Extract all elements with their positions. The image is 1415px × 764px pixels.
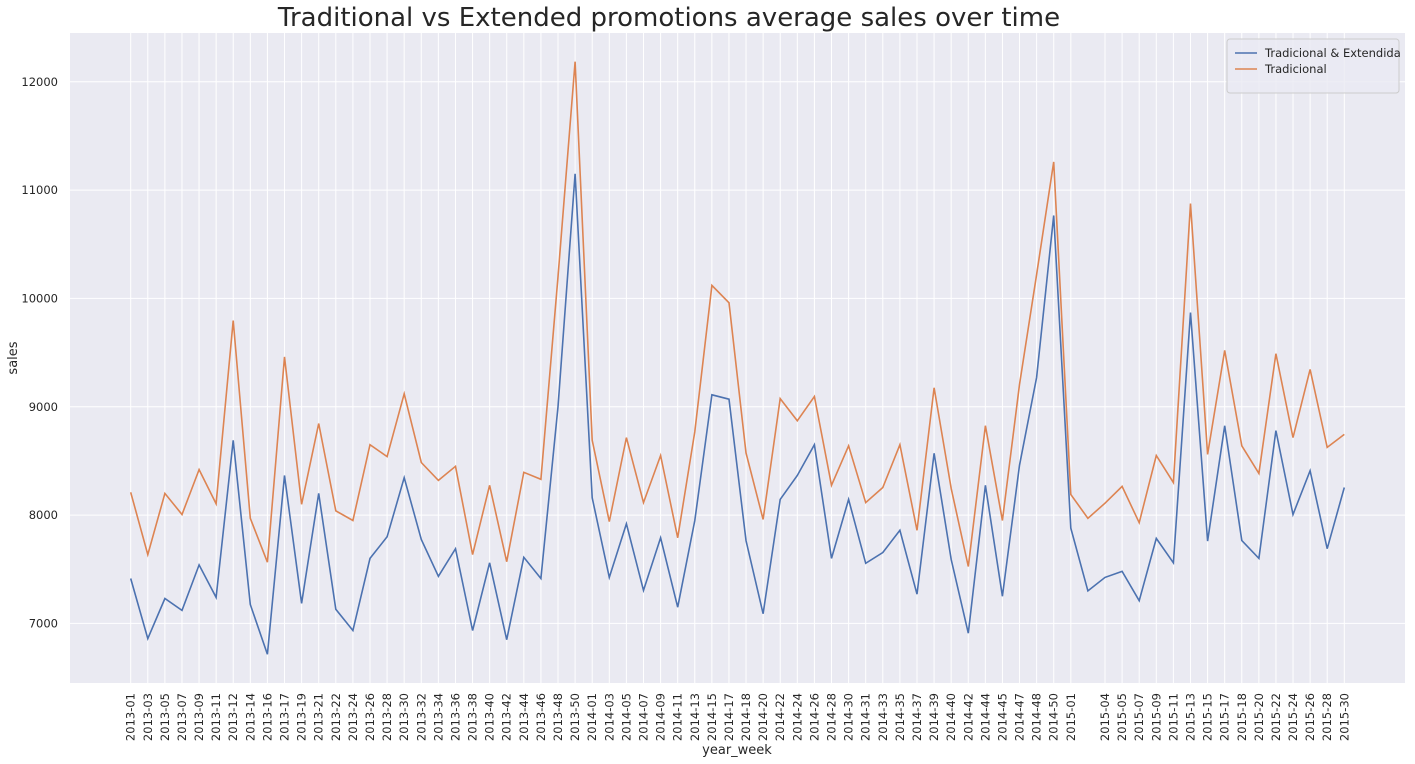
x-tick-label: 2014-33 <box>876 693 890 741</box>
x-tick-label: 2013-12 <box>226 693 240 741</box>
x-tick-label: 2014-40 <box>944 693 958 741</box>
x-tick-label: 2014-31 <box>859 693 873 741</box>
x-tick-label: 2013-50 <box>568 693 582 741</box>
x-tick-label: 2013-26 <box>363 693 377 741</box>
x-tick-label: 2015-18 <box>1235 693 1249 741</box>
x-tick-label: 2014-50 <box>1047 693 1061 741</box>
x-axis-label: year_week <box>702 743 772 758</box>
x-tick-label: 2014-48 <box>1030 693 1044 741</box>
y-tick-label: 10000 <box>21 291 58 305</box>
x-tick-label: 2013-17 <box>278 693 292 741</box>
x-tick-label: 2014-35 <box>893 693 907 741</box>
chart-title: Traditional vs Extended promotions avera… <box>277 3 1060 33</box>
x-tick-label: 2013-21 <box>312 693 326 741</box>
x-tick-label: 2013-40 <box>483 693 497 741</box>
x-tick-label: 2013-07 <box>175 693 189 741</box>
x-tick-label: 2013-32 <box>414 693 428 741</box>
x-tick-label: 2015-17 <box>1218 693 1232 741</box>
legend-box <box>1226 38 1400 94</box>
x-tick-label: 2013-19 <box>295 693 309 741</box>
x-tick-label: 2015-13 <box>1183 693 1197 741</box>
legend: Tradicional & Extendida Tradicional <box>1226 38 1401 94</box>
x-tick-label: 2013-46 <box>534 693 548 741</box>
y-tick-label: 8000 <box>29 508 58 522</box>
x-tick-label: 2013-44 <box>517 693 531 741</box>
series-line <box>129 173 1346 655</box>
x-tick-label: 2013-34 <box>431 693 445 741</box>
x-tick-label: 2014-39 <box>927 693 941 741</box>
x-tick-label: 2014-37 <box>910 693 924 741</box>
x-tick-label: 2014-28 <box>825 693 839 741</box>
y-axis-label: sales <box>6 341 21 374</box>
x-tick-label: 2015-30 <box>1337 693 1351 741</box>
x-tick-label: 2014-11 <box>671 693 685 741</box>
x-tick-label: 2015-26 <box>1303 693 1317 741</box>
x-tick-label: 2015-09 <box>1149 693 1163 741</box>
x-tick-label: 2014-18 <box>739 693 753 741</box>
x-tick-label: 2013-11 <box>209 693 223 741</box>
x-tick-label: 2014-47 <box>1013 693 1027 741</box>
x-tick-label: 2013-38 <box>466 693 480 741</box>
x-tick-label: 2015-15 <box>1201 693 1215 741</box>
x-tick-label: 2013-01 <box>124 693 138 741</box>
x-tick-label: 2014-17 <box>722 693 736 741</box>
x-tick-label: 2013-48 <box>551 693 565 741</box>
x-tick-label: 2014-07 <box>636 693 650 741</box>
series-line <box>129 61 1345 567</box>
x-tick-label: 2014-01 <box>585 693 599 741</box>
x-tick-label: 2015-01 <box>1064 693 1078 741</box>
x-tick-label: 2014-30 <box>842 693 856 741</box>
x-tick-label: 2013-03 <box>141 693 155 741</box>
legend-label: Tradicional <box>1264 62 1327 76</box>
x-tick-label: 2015-22 <box>1269 693 1283 741</box>
x-tick-label: 2014-42 <box>961 693 975 741</box>
x-tick-label: 2014-20 <box>756 693 770 741</box>
x-tick-label: 2014-09 <box>654 693 668 741</box>
x-tick-label: 2013-42 <box>500 693 514 741</box>
x-tick-label: 2015-24 <box>1286 693 1300 741</box>
x-tick-label: 2014-26 <box>807 693 821 741</box>
x-tick-label: 2013-05 <box>158 693 172 741</box>
x-tick-label: 2014-05 <box>619 693 633 741</box>
x-tick-label: 2013-09 <box>192 693 206 741</box>
x-tick-label: 2013-28 <box>380 693 394 741</box>
plot-area <box>70 33 1405 683</box>
x-tick-label: 2015-05 <box>1115 693 1129 741</box>
x-tick-label: 2014-44 <box>978 693 992 741</box>
x-tick-label: 2015-20 <box>1252 693 1266 741</box>
x-tick-label: 2015-11 <box>1166 693 1180 741</box>
x-tick-label: 2013-14 <box>243 693 257 741</box>
x-tick-label: 2014-13 <box>688 693 702 741</box>
x-tick-label: 2015-28 <box>1320 693 1334 741</box>
x-tick-label: 2013-36 <box>448 693 462 741</box>
marks <box>129 61 1346 655</box>
x-tick-label: 2013-16 <box>260 693 274 741</box>
x-tick-label: 2013-24 <box>346 693 360 741</box>
x-tick-label: 2014-03 <box>602 693 616 741</box>
y-tick-label: 7000 <box>29 616 58 630</box>
x-tick-label: 2014-45 <box>995 693 1009 741</box>
x-tick-label: 2014-22 <box>773 693 787 741</box>
x-tick-label: 2014-24 <box>790 693 804 741</box>
x-tick-label: 2013-22 <box>329 693 343 741</box>
legend-label: Tradicional & Extendida <box>1264 46 1401 60</box>
x-tick-label: 2013-30 <box>397 693 411 741</box>
y-tick-label: 11000 <box>21 183 58 197</box>
y-tick-label: 9000 <box>29 400 58 414</box>
x-tick-label: 2015-07 <box>1132 693 1146 741</box>
y-tick-label: 12000 <box>21 75 58 89</box>
x-tick-label: 2015-04 <box>1098 693 1112 741</box>
x-tick-label: 2014-15 <box>705 693 719 741</box>
